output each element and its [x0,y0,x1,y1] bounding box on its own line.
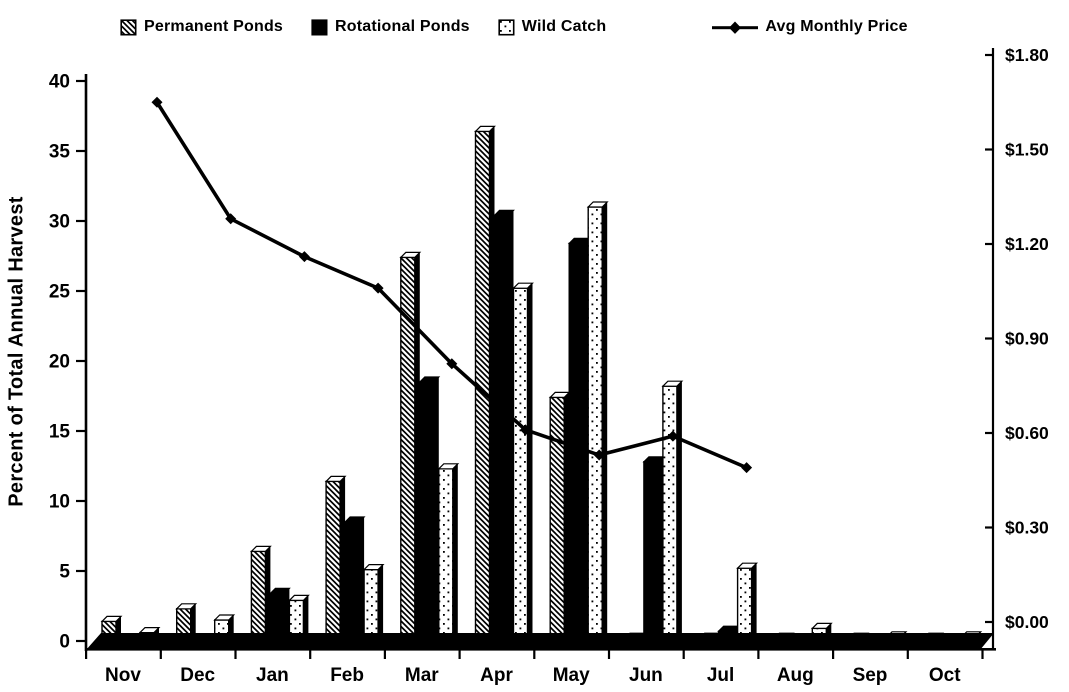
legend-item-permanent-ponds: Permanent Ponds [120,18,283,36]
left-axis-tick-label: 20 [49,352,70,373]
right-axis-tick-label: $0.30 [1005,518,1049,538]
price-point-marker [225,213,237,225]
price-point-marker [667,430,679,442]
bar-rotational-ponds-may [567,237,590,649]
line-diamond-icon [712,21,759,34]
price-point-marker [520,424,531,436]
hatch-square-icon [120,18,137,36]
right-axis-tick-label: $1.80 [1005,45,1049,65]
left-axis-title: Percent of Total Annual Harvest [5,196,28,507]
legend-label: Avg Monthly Price [765,18,908,35]
left-axis-tick-label: 40 [49,72,70,93]
x-tick-label: Nov [105,665,141,686]
legend-label: Permanent Ponds [144,18,284,35]
avg-monthly-price-line [151,96,753,474]
bar-permanent-ponds-jan [249,545,272,649]
price-point-marker [446,358,458,370]
bar-rotational-ponds-feb [343,516,366,649]
x-tick-label: Mar [405,665,439,686]
bar-wild-catch-jun [661,380,684,649]
bar-rotational-ponds-jun [642,456,665,649]
x-tick-label: Jan [256,665,289,686]
x-tick-label: Feb [330,665,364,686]
bar-permanent-ponds-may [548,391,571,649]
price-point-marker [298,251,310,263]
bar-wild-catch-mar [437,463,460,649]
price-point-marker [151,96,163,108]
price-point-marker [741,462,753,474]
left-axis-tick-label: 25 [49,282,71,303]
legend-item-wild-catch: Wild Catch [498,18,607,36]
bars-group [100,125,983,649]
x-tick-label: Aug [777,665,814,686]
left-axis-tick-label: 10 [49,492,70,513]
bar-rotational-ponds-apr [493,209,515,649]
x-axis: Nov Dec Jan Feb Mar Apr May Jun Jul Aug Sep Oct [85,648,996,686]
bar-wild-catch-feb [362,563,385,649]
x-tick-label: Dec [180,665,215,686]
right-axis-tick-label: $1.50 [1005,140,1049,160]
price-point-marker [372,282,384,294]
bar-wild-catch-may [586,201,609,649]
legend-item-avg-monthly-price: Avg Monthly Price [712,18,908,36]
right-axis-tick-label: $0.60 [1005,423,1049,443]
left-axis-tick-label: 0 [59,632,70,653]
right-axis: $0.00 $0.30 $0.60 $0.90 $1.20 $1.50 $1.80 [985,45,1049,649]
x-tick-label: May [553,665,590,686]
x-tick-label: Sep [853,665,888,686]
legend-label: Rotational Ponds [335,18,470,35]
x-tick-label: Apr [480,665,513,686]
right-axis-tick-label: $0.00 [1005,612,1049,632]
legend: Permanent Ponds Rotational Ponds Wild Catc… [120,18,908,36]
x-tick-label: Oct [929,665,961,686]
left-axis-tick-label: 35 [49,142,71,163]
solid-square-icon [311,18,328,36]
legend-label: Wild Catch [521,18,607,35]
left-axis-tick-label: 30 [49,212,70,233]
legend-item-rotational-ponds: Rotational Ponds [311,18,470,36]
x-tick-label: Jul [707,665,734,686]
x-tick-label: Jun [629,665,663,686]
left-axis: 0 5 10 15 20 25 30 35 40 [49,72,88,653]
bar-permanent-ponds-feb [324,475,347,649]
price-point-marker [593,449,605,461]
right-axis-tick-label: $1.20 [1005,234,1049,254]
baseline-floor [86,633,994,650]
right-axis-tick-label: $0.90 [1005,329,1049,349]
bar-wild-catch-apr [512,282,534,649]
left-axis-tick-label: 15 [49,422,71,443]
left-axis-tick-label: 5 [59,562,70,583]
bar-rotational-ponds-mar [418,376,441,649]
dots-square-icon [498,18,515,36]
